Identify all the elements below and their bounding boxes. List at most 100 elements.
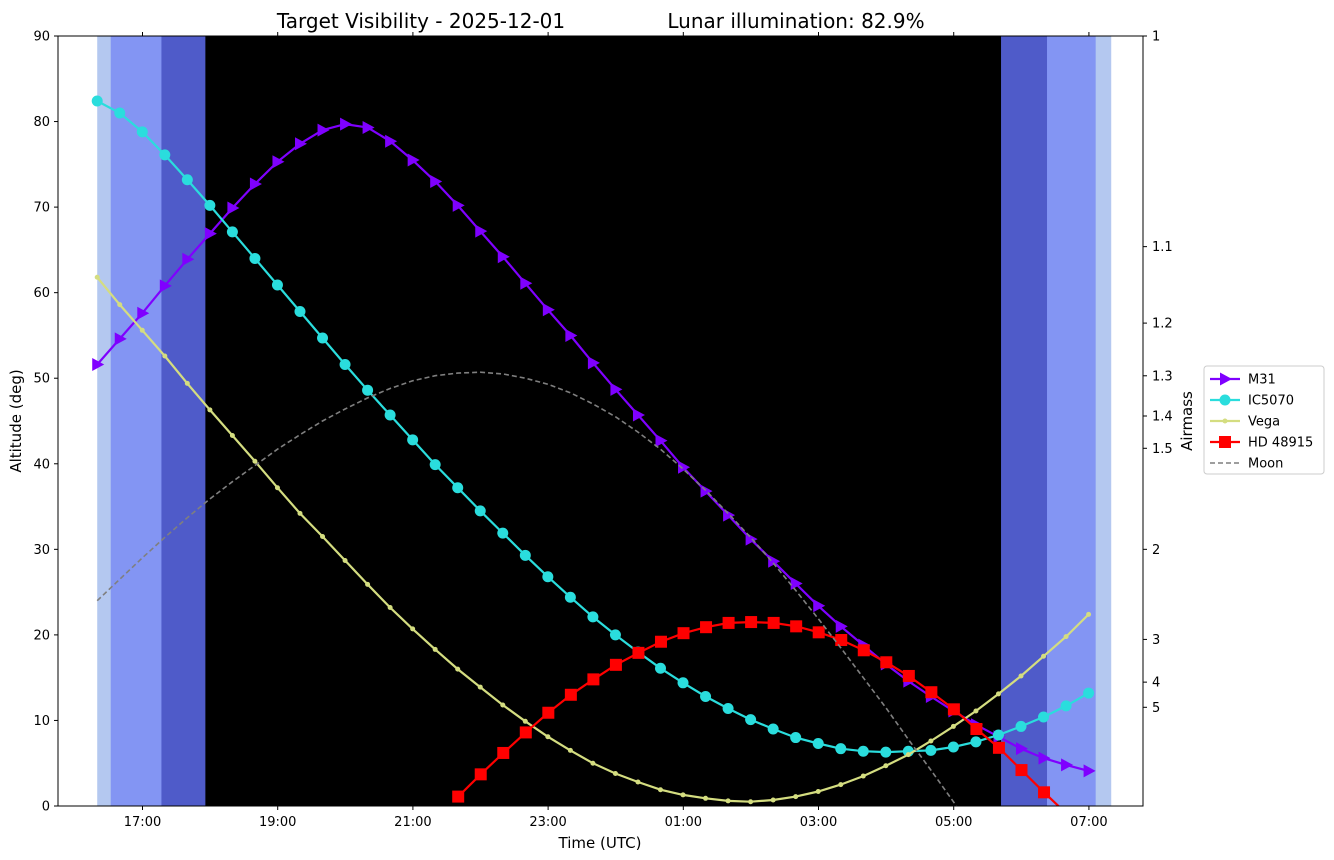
data-point-hd-48915 bbox=[452, 790, 465, 803]
data-point-m31 bbox=[1061, 758, 1074, 772]
data-point-vega bbox=[657, 787, 663, 793]
data-point-ic5070 bbox=[181, 174, 193, 186]
data-point-m31 bbox=[520, 276, 533, 290]
legend-label-moon: Moon bbox=[1248, 457, 1283, 472]
legend-label-ic5070: IC5070 bbox=[1248, 394, 1294, 409]
data-point-hd-48915 bbox=[925, 686, 938, 699]
data-point-vega bbox=[1041, 653, 1047, 659]
data-point-vega bbox=[500, 702, 506, 708]
data-point-vega bbox=[1086, 611, 1092, 617]
data-point-hd-48915 bbox=[519, 726, 532, 739]
x-tick-label: 05:00 bbox=[935, 815, 972, 830]
data-point-m31 bbox=[92, 358, 105, 372]
data-point-vega bbox=[567, 747, 573, 753]
data-point-m31 bbox=[249, 177, 262, 191]
airmass-tick-label: 2 bbox=[1152, 543, 1160, 558]
data-point-vega bbox=[297, 510, 303, 516]
legend-item-moon: Moon bbox=[1210, 457, 1283, 472]
airmass-tick-label: 3 bbox=[1152, 633, 1160, 648]
data-point-ic5070 bbox=[339, 359, 351, 371]
data-point-hd-48915 bbox=[542, 706, 555, 719]
airmass-tick-label: 1 bbox=[1152, 30, 1160, 45]
data-point-m31 bbox=[835, 619, 848, 633]
data-point-m31 bbox=[678, 460, 691, 474]
data-point-m31 bbox=[204, 227, 217, 241]
twilight-bands bbox=[97, 36, 1112, 806]
data-point-vega bbox=[410, 626, 416, 632]
x-tick-label: 01:00 bbox=[665, 815, 702, 830]
data-point-m31 bbox=[407, 153, 420, 167]
series-moon bbox=[96, 371, 958, 806]
data-point-hd-48915 bbox=[790, 620, 803, 633]
data-point-m31 bbox=[317, 123, 330, 137]
data-point-ic5070 bbox=[159, 149, 171, 161]
y-tick-label: 70 bbox=[33, 201, 50, 216]
data-point-vega bbox=[883, 763, 889, 769]
series-layer bbox=[91, 95, 1096, 806]
legend-item-m31: M31 bbox=[1210, 372, 1276, 388]
airmass-tick-label: 1.3 bbox=[1152, 369, 1173, 384]
data-point-ic5070 bbox=[294, 305, 306, 317]
legend-marker-vega bbox=[1222, 418, 1228, 424]
airmass-axis: 1 1.1 1.2 1.3 1.4 1.5 2 3 4 5 bbox=[1143, 30, 1173, 716]
airmass-tick-label: 5 bbox=[1152, 701, 1160, 716]
data-point-ic5070 bbox=[925, 744, 937, 756]
data-point-m31 bbox=[542, 303, 555, 317]
legend-marker-m31 bbox=[1220, 372, 1232, 386]
data-point-ic5070 bbox=[970, 736, 982, 748]
data-point-ic5070 bbox=[542, 571, 554, 583]
data-point-hd-48915 bbox=[902, 669, 915, 682]
data-point-vega bbox=[860, 773, 866, 779]
y-tick-label: 90 bbox=[33, 30, 50, 45]
data-point-hd-48915 bbox=[835, 634, 848, 647]
data-point-ic5070 bbox=[835, 743, 847, 755]
data-point-vega bbox=[635, 779, 641, 785]
data-point-ic5070 bbox=[812, 738, 824, 750]
data-point-vega bbox=[184, 380, 190, 386]
y-tick-label: 60 bbox=[33, 286, 50, 301]
y-tick-label: 50 bbox=[33, 372, 50, 387]
data-point-vega bbox=[207, 407, 213, 413]
legend: M31 IC5070 Vega HD 48915 Moon bbox=[1203, 365, 1325, 475]
data-point-m31 bbox=[340, 117, 353, 131]
data-point-m31 bbox=[813, 599, 826, 613]
series-vega bbox=[94, 274, 1092, 805]
data-point-vega bbox=[365, 581, 371, 587]
data-point-vega bbox=[455, 666, 461, 672]
data-point-vega bbox=[94, 274, 100, 280]
data-point-vega bbox=[793, 794, 799, 800]
data-point-ic5070 bbox=[947, 741, 959, 753]
data-point-ic5070 bbox=[249, 252, 261, 264]
data-point-vega bbox=[748, 799, 754, 805]
data-point-hd-48915 bbox=[564, 688, 577, 701]
data-point-m31 bbox=[1016, 742, 1028, 756]
data-point-vega bbox=[612, 770, 618, 776]
airmass-tick-label: 4 bbox=[1152, 676, 1160, 691]
x-axis: 17:00 19:00 21:00 23:00 01:00 03:00 05:00 07:00 bbox=[124, 32, 1108, 830]
y-tick-label: 80 bbox=[33, 115, 50, 130]
data-point-ic5070 bbox=[654, 662, 666, 674]
data-point-hd-48915 bbox=[587, 673, 600, 686]
data-point-vega bbox=[432, 646, 438, 652]
series-line-hd-48915 bbox=[457, 620, 1061, 806]
data-point-hd-48915 bbox=[677, 627, 690, 640]
data-point-m31 bbox=[294, 137, 307, 151]
data-point-hd-48915 bbox=[1038, 786, 1051, 799]
x-axis-label: Time (UTC) bbox=[558, 834, 642, 852]
data-point-ic5070 bbox=[497, 527, 509, 539]
data-point-m31 bbox=[362, 121, 375, 135]
data-point-hd-48915 bbox=[812, 626, 825, 639]
data-point-vega bbox=[995, 691, 1001, 697]
data-point-vega bbox=[320, 534, 326, 539]
data-point-ic5070 bbox=[429, 459, 441, 471]
chart-title: Target Visibility - 2025-12-01 bbox=[276, 9, 565, 33]
data-point-ic5070 bbox=[564, 591, 576, 603]
data-point-m31 bbox=[1083, 764, 1096, 778]
data-point-m31 bbox=[475, 224, 488, 238]
data-point-ic5070 bbox=[474, 505, 486, 517]
airmass-tick-label: 1.4 bbox=[1152, 409, 1173, 424]
data-point-ic5070 bbox=[1038, 711, 1050, 723]
data-point-ic5070 bbox=[880, 746, 892, 758]
legend-label-m31: M31 bbox=[1248, 373, 1276, 388]
data-point-ic5070 bbox=[136, 126, 148, 138]
